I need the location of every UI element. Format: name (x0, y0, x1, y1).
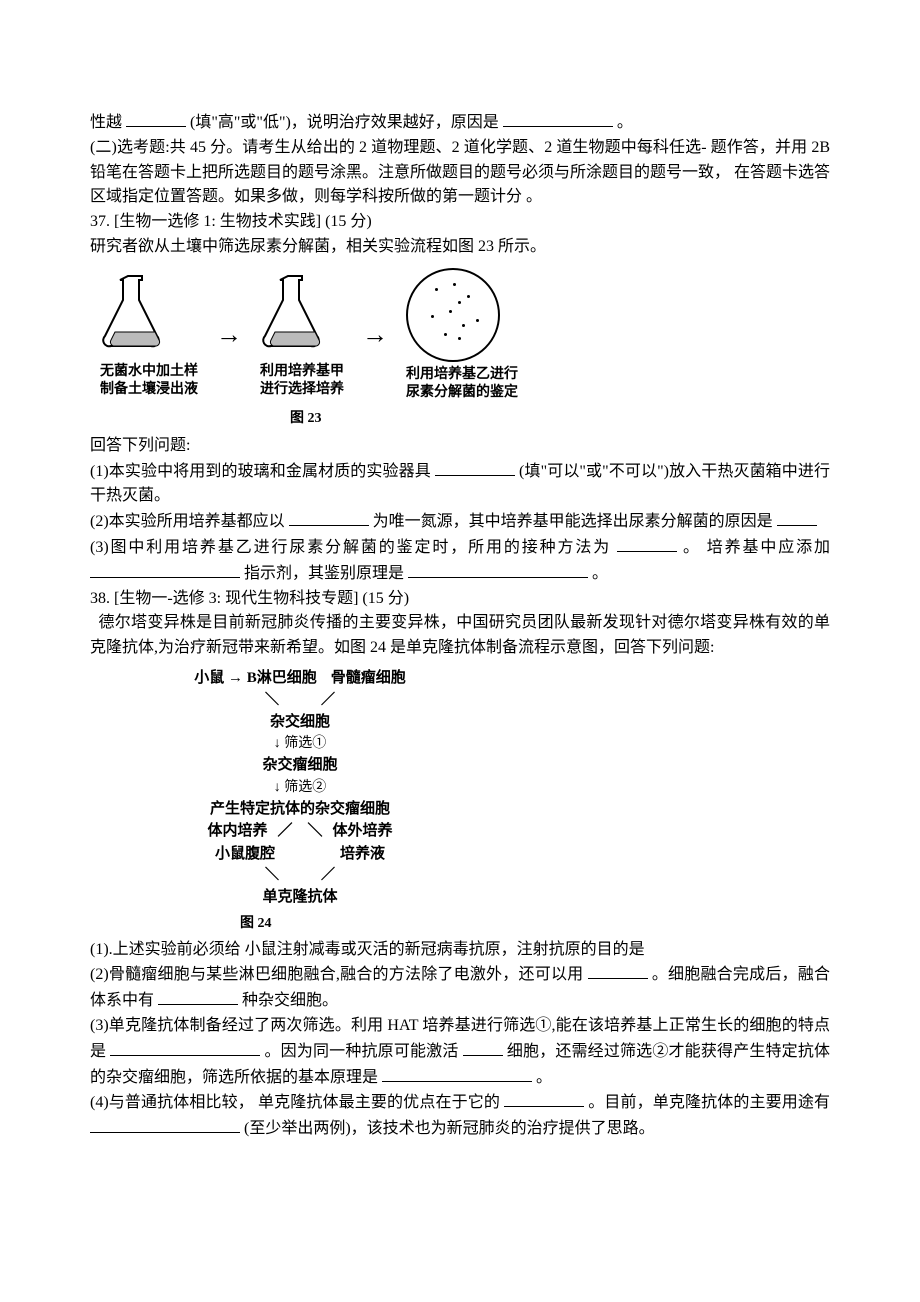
text: (至少举出两例)，该技术也为新冠肺炎的治疗提供了思路。 (244, 1120, 655, 1137)
arrow-icon: → (362, 315, 388, 355)
text: (4)与普通抗体相比较， 单克隆抗体最主要的优点在于它的 (90, 1094, 500, 1111)
figure-23-caption: 图 23 (290, 408, 830, 430)
arrow-merge: ＼ ／ (120, 865, 480, 886)
text: (1)本实验中将用到的玻璃和金属材质的实验器具 (90, 463, 431, 480)
node: 骨髓瘤细胞 (331, 667, 406, 690)
q38-p3: (3)单克隆抗体制备经过了两次筛选。利用 HAT 培养基进行筛选①,能在该培养基… (90, 1014, 830, 1090)
fill-blank[interactable] (90, 1116, 240, 1133)
fill-blank[interactable] (90, 561, 240, 578)
q38-p2: (2)骨髓瘤细胞与某些淋巴细胞融合,融合的方法除了电激外，还可以用 。细胞融合完… (90, 962, 830, 1014)
fill-blank[interactable] (110, 1039, 260, 1056)
label: 利用培养基乙进行 (406, 367, 518, 382)
text: (2)骨髓瘤细胞与某些淋巴细胞融合,融合的方法除了电激外，还可以用 (90, 966, 583, 983)
text: 种杂交细胞。 (242, 992, 338, 1009)
branch-left: 体内培养 (207, 820, 267, 843)
arrow-step: ↓ 筛选② (120, 777, 480, 798)
text: 指示剂，其鉴别原理是 (244, 565, 404, 582)
arrow-split: ／ ＼ (277, 820, 322, 843)
text: 。目前，单克隆抗体的主要用途有 (588, 1094, 830, 1111)
fill-blank[interactable] (503, 110, 613, 127)
q37-title: 37. [生物一选修 1: 生物技术实践] (15 分) (90, 210, 830, 235)
intro-line: 性越 (填"高"或"低")，说明治疗效果越好，原因是 。 (90, 110, 830, 136)
figure-24-caption: 图 24 (240, 913, 480, 934)
text: 。 (536, 1069, 552, 1086)
fill-blank[interactable] (617, 535, 677, 552)
flask-2: 利用培养基甲进行选择培养 (260, 270, 344, 399)
label: 无菌水中加土样 (100, 364, 198, 379)
q37-p2: (2)本实验所用培养基都应以 为唯一氮源，其中培养基甲能选择出尿素分解菌的原因是 (90, 509, 830, 535)
fill-blank[interactable] (408, 561, 588, 578)
fill-blank[interactable] (777, 509, 817, 526)
flask-1: 无菌水中加土样制备土壤浸出液 (100, 270, 198, 399)
q38-lead: 德尔塔变异株是目前新冠肺炎传播的主要变异株，中国研究员团队最新发现针对德尔塔变异… (90, 611, 830, 661)
q37-p1: (1)本实验中将用到的玻璃和金属材质的实验器具 (填"可以"或"不可以")放入干… (90, 459, 830, 510)
text: (2)本实验所用培养基都应以 (90, 513, 285, 530)
node: 小鼠 → B淋巴细胞 (194, 667, 317, 690)
leaf-left: 小鼠腹腔 (215, 843, 275, 866)
arrow-icon: → (216, 315, 242, 355)
fill-blank[interactable] (504, 1090, 584, 1107)
text: (填"高"或"低")，说明治疗效果越好，原因是 (190, 114, 499, 131)
text: 。因为同一种抗原可能激活 (265, 1043, 459, 1060)
q37-p3: (3)图中利用培养基乙进行尿素分解菌的鉴定时，所用的接种方法为 。 培养基中应添… (90, 535, 830, 587)
text: 。 培养基中应添加 (683, 539, 830, 556)
figure-23: 无菌水中加土样制备土壤浸出液 → 利用培养基甲进行选择培养 → (100, 268, 830, 430)
fill-blank[interactable] (435, 459, 515, 476)
node: 杂交瘤细胞 (120, 754, 480, 777)
fill-blank[interactable] (463, 1039, 503, 1056)
label: 筛选② (284, 780, 326, 795)
q38-title: 38. [生物一-选修 3: 现代生物科技专题] (15 分) (90, 587, 830, 612)
leaf-right: 培养液 (340, 843, 385, 866)
section-2-instructions: (二)选考题:共 45 分。请考生从给出的 2 道物理题、2 道化学题、2 道生… (90, 136, 830, 210)
fill-blank[interactable] (382, 1065, 532, 1082)
node: 产生特定抗体的杂交瘤细胞 (120, 798, 480, 821)
q38-p1: (1).上述实验前必须给 小鼠注射减毒或灭活的新冠病毒抗原，注射抗原的目的是 (90, 938, 830, 963)
fill-blank[interactable] (158, 988, 238, 1005)
label: 进行选择培养 (260, 382, 344, 397)
text: (3)图中利用培养基乙进行尿素分解菌的鉴定时，所用的接种方法为 (90, 539, 611, 556)
label: 制备土壤浸出液 (100, 382, 198, 397)
text: 。 (592, 565, 608, 582)
figure-24: 小鼠 → B淋巴细胞 骨髓瘤细胞 ＼ ／ 杂交细胞 ↓ 筛选① 杂交瘤细胞 ↓ … (120, 667, 480, 934)
q38-p4: (4)与普通抗体相比较， 单克隆抗体最主要的优点在于它的 。目前，单克隆抗体的主… (90, 1090, 830, 1142)
text: 性越 (90, 114, 122, 131)
fill-blank[interactable] (289, 509, 369, 526)
node: 单克隆抗体 (120, 886, 480, 909)
q37-sub-intro: 回答下列问题: (90, 434, 830, 459)
text: (1).上述实验前必须给 小鼠注射减毒或灭活的新冠病毒抗原，注射抗原的目的是 (90, 941, 645, 958)
fill-blank[interactable] (126, 110, 186, 127)
label: 筛选① (284, 736, 326, 751)
label: 尿素分解菌的鉴定 (406, 385, 518, 400)
label: 利用培养基甲 (260, 364, 344, 379)
branch-right: 体外培养 (333, 820, 393, 843)
fill-blank[interactable] (588, 962, 648, 979)
arrow-step: ↓ 筛选① (120, 733, 480, 754)
text: 。 (617, 114, 633, 131)
text: 为唯一氮源，其中培养基甲能选择出尿素分解菌的原因是 (373, 513, 773, 530)
q37-lead: 研究者欲从土壤中筛选尿素分解菌，相关实验流程如图 23 所示。 (90, 235, 830, 260)
arrow-merge: ＼ ／ (120, 690, 480, 711)
petri-dish: 利用培养基乙进行尿素分解菌的鉴定 (406, 268, 518, 402)
node: 杂交细胞 (120, 711, 480, 734)
